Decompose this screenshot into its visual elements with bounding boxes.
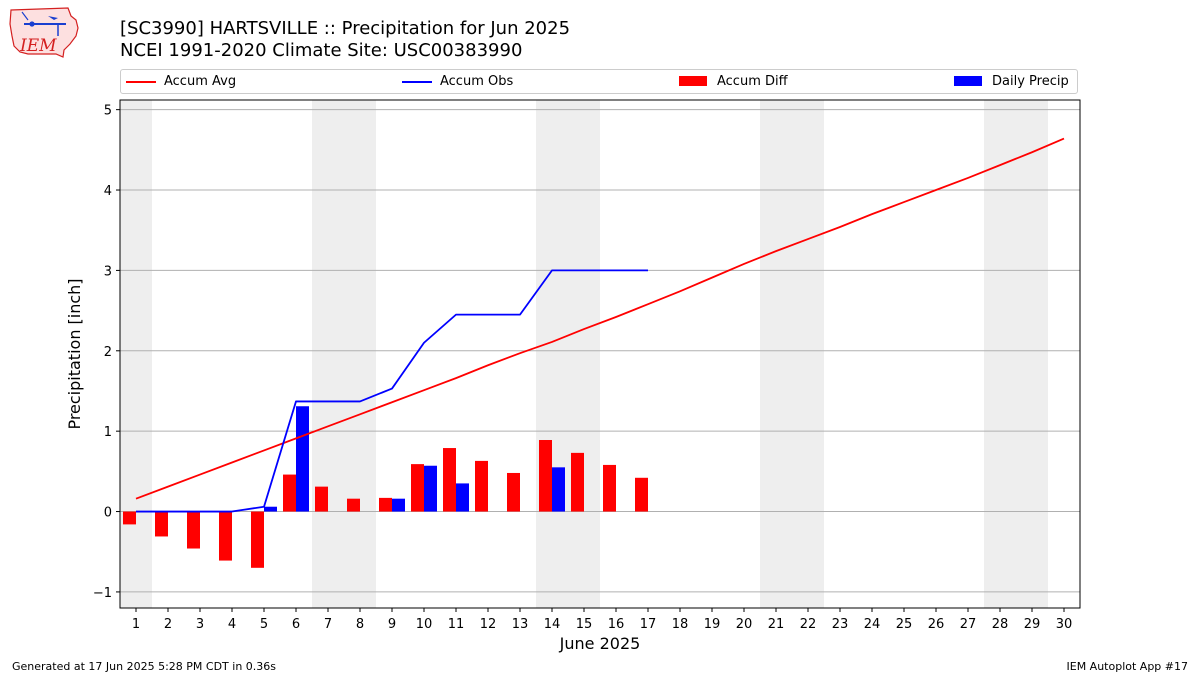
x-tick-label: 6 <box>292 617 300 632</box>
y-tick-label: 3 <box>104 264 112 279</box>
accum-diff-bar <box>315 486 328 512</box>
y-axis-label: Precipitation [inch] <box>65 278 84 429</box>
legend-label: Accum Diff <box>717 74 788 89</box>
x-tick-label: 21 <box>768 617 785 632</box>
x-tick-label: 25 <box>896 617 913 632</box>
weekend-shade <box>312 100 376 608</box>
y-tick-label: 0 <box>104 506 112 521</box>
x-tick-label: 10 <box>416 617 433 632</box>
chart-title: [SC3990] HARTSVILLE :: Precipitation for… <box>120 18 571 39</box>
legend: Accum Avg Accum Obs Accum Diff Daily Pre… <box>120 69 1078 94</box>
accum-diff-bar <box>539 440 552 512</box>
y-tick-label: 2 <box>104 345 112 360</box>
legend-swatch <box>126 81 156 83</box>
accum-diff-bar <box>443 448 456 512</box>
plot-frame <box>119 99 1081 609</box>
x-tick-label: 19 <box>704 617 721 632</box>
x-tick-label: 9 <box>388 617 396 632</box>
accum-diff-bar <box>251 511 264 568</box>
accum-diff-bar <box>155 511 168 537</box>
daily-precip-bar <box>424 465 437 512</box>
legend-label: Accum Avg <box>164 74 237 89</box>
accum-avg-line <box>135 137 1065 500</box>
accum-diff-bar <box>635 477 648 512</box>
accum-diff-bar <box>475 460 488 512</box>
x-tick-label: 1 <box>132 617 140 632</box>
accum-diff-bar <box>411 464 424 512</box>
daily-precip-bar <box>456 483 469 512</box>
footer-app: IEM Autoplot App #17 <box>1066 660 1189 673</box>
x-tick-label: 7 <box>324 617 332 632</box>
footer-generated: Generated at 17 Jun 2025 5:28 PM CDT in … <box>12 660 277 673</box>
x-tick-label: 4 <box>228 617 236 632</box>
legend-swatch <box>954 76 982 86</box>
legend-swatch <box>402 81 432 83</box>
x-tick-label: 18 <box>672 617 689 632</box>
x-tick-label: 17 <box>640 617 657 632</box>
x-tick-label: 29 <box>1024 617 1041 632</box>
x-tick-label: 20 <box>736 617 753 632</box>
x-tick-label: 2 <box>164 617 172 632</box>
accum-diff-bar <box>219 511 232 561</box>
daily-precip-bar <box>392 498 405 512</box>
x-tick-label: 3 <box>196 617 204 632</box>
accum-diff-bar <box>283 474 296 512</box>
x-tick-label: 28 <box>992 617 1009 632</box>
weekend-shade <box>120 100 152 608</box>
gridlines <box>120 109 1080 593</box>
weekend-shading <box>120 100 1048 608</box>
x-tick-label: 27 <box>960 617 977 632</box>
accum-lines <box>135 137 1065 513</box>
accum-diff-bar <box>507 472 520 512</box>
daily-precip-bar <box>296 406 309 512</box>
x-tick-label: 8 <box>356 617 364 632</box>
x-tick-label: 30 <box>1056 617 1073 632</box>
weekend-shade <box>760 100 824 608</box>
legend-label: Accum Obs <box>440 74 514 89</box>
x-tick-label: 26 <box>928 617 945 632</box>
accum-diff-bar <box>187 511 200 549</box>
logo-text: IEM <box>19 36 57 56</box>
y-tick-label: 4 <box>104 184 112 199</box>
accum-diff-bars <box>123 440 648 568</box>
legend-swatch <box>679 76 707 86</box>
daily-precip-bar <box>552 467 565 512</box>
accum-diff-bar <box>123 511 136 525</box>
accum-obs-line <box>136 269 648 513</box>
accum-diff-bar <box>379 497 392 512</box>
y-tick-label: −1 <box>93 586 112 601</box>
weekend-shade <box>536 100 600 608</box>
x-tick-label: 5 <box>260 617 268 632</box>
chart-subtitle: NCEI 1991-2020 Climate Site: USC00383990 <box>120 40 523 61</box>
x-tick-label: 14 <box>544 617 561 632</box>
daily-precip-bars <box>264 406 565 512</box>
x-axis-label: June 2025 <box>559 634 641 653</box>
x-tick-label: 15 <box>576 617 593 632</box>
iem-logo: IEM <box>9 7 79 58</box>
daily-precip-bar <box>264 506 277 512</box>
accum-diff-bar <box>603 464 616 512</box>
legend-label: Daily Precip <box>992 74 1069 89</box>
x-tick-label: 16 <box>608 617 625 632</box>
y-tick-label: 1 <box>104 425 112 440</box>
x-tick-label: 13 <box>512 617 529 632</box>
accum-diff-bar <box>347 498 360 512</box>
x-tick-label: 12 <box>480 617 497 632</box>
y-tick-label: 5 <box>104 104 112 119</box>
x-tick-label: 22 <box>800 617 817 632</box>
x-tick-label: 24 <box>864 617 881 632</box>
accum-diff-bar <box>571 452 584 512</box>
x-tick-label: 23 <box>832 617 849 632</box>
x-tick-label: 11 <box>448 617 465 632</box>
weekend-shade <box>984 100 1048 608</box>
